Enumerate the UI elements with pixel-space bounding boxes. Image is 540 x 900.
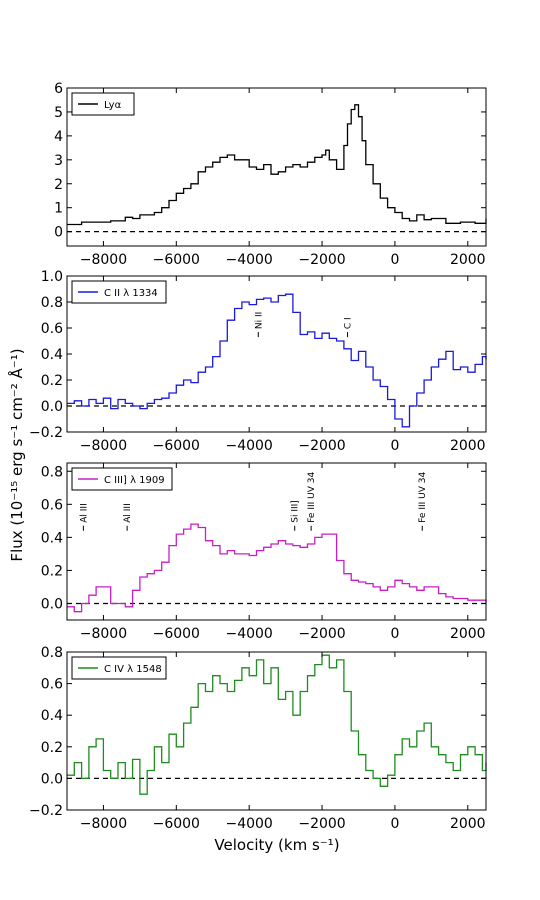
x-tick-label: 0 [390,252,399,268]
x-tick-label: −4000 [225,438,272,454]
legend-box [71,280,167,304]
y-tick-label: 0.2 [41,740,63,756]
y-tick-label: 0.4 [41,347,63,363]
plot-frame [66,462,487,621]
x-axis-label: Velocity (km s⁻¹) [214,836,339,854]
plot-frame [66,651,487,811]
x-tick-label: −6000 [153,438,200,454]
x-tick-label: 2000 [450,626,486,642]
x-tick-label: −4000 [225,626,272,642]
y-tick-label: −0.2 [29,803,63,819]
chart-panels: 0 1 2 3 4 5 6 −8000 −6000 −4000 −2000 0 2000 Lyα −0.2 0… [29,81,487,832]
x-tick-label: −2000 [298,626,345,642]
y-tick-label: 0.8 [41,645,63,661]
spectrum-line [67,293,487,428]
legend-box [71,92,135,116]
y-tick-label: 0.2 [41,563,63,579]
y-tick-label: −0.2 [29,425,63,441]
y-tick-label: 0.8 [41,464,63,480]
x-tick-label: 0 [390,626,399,642]
line-annotation: Al III [79,503,89,522]
y-tick-label: 0.6 [41,677,63,693]
line-annotation: Al III [123,503,133,522]
x-tick-label: −2000 [298,816,345,832]
x-tick-label: −4000 [225,816,272,832]
x-tick-label: −6000 [153,252,200,268]
y-tick-label: 5 [54,105,63,121]
y-tick-label: 1.0 [41,269,63,285]
line-annotation: C I [344,317,354,329]
y-tick-label: 3 [54,153,63,169]
plot-frame [66,87,487,247]
y-tick-label: 0.4 [41,530,63,546]
legend-label: C II λ 1334 [104,288,158,299]
y-tick-label: 0 [54,225,63,241]
y-axis-label: Flux (10⁻¹⁵ erg s⁻¹ cm⁻² Å⁻¹) [7,348,26,561]
legend-label: Lyα [104,100,122,111]
x-tick-label: −6000 [153,816,200,832]
panel-4: −0.2 0.0 0.2 0.4 0.6 0.8 −8000 −6000 −4000 −2000 0… [29,645,487,832]
legend: C III] λ 1909 [71,467,173,491]
y-tick-label: 1 [54,201,63,217]
x-tick-label: −8000 [80,626,127,642]
x-tick-label: 2000 [450,438,486,454]
y-tick-label: 0.0 [41,771,63,787]
y-tick-label: 0.6 [41,321,63,337]
y-tick-label: 4 [54,129,63,145]
x-tick-label: 0 [390,816,399,832]
y-tick-label: 2 [54,177,63,193]
x-tick-label: 0 [390,438,399,454]
x-tick-label: −2000 [298,252,345,268]
x-tick-label: −8000 [80,252,127,268]
spectrum-line [67,523,487,613]
legend-box [71,467,173,491]
spectrum-line [67,654,487,795]
spectrum-line [67,104,487,226]
x-tick-label: −8000 [80,438,127,454]
y-tick-label: 0.8 [41,295,63,311]
y-tick-label: 0.4 [41,708,63,724]
panel-3: 0.0 0.2 0.4 0.6 0.8 −8000 −6000 −4000 −2000 0 2000… [41,462,487,642]
x-tick-label: −2000 [298,438,345,454]
line-annotation: Si III] [291,500,301,523]
y-tick-label: 0.0 [41,596,63,612]
line-annotation: Fe III UV 34 [307,472,317,523]
x-tick-label: −6000 [153,626,200,642]
legend-box [71,656,167,680]
legend: C IV λ 1548 [71,656,167,680]
panel-2: −0.2 0.0 0.2 0.4 0.6 0.8 1.0 −8000 −6000 −4000 −20… [29,269,487,454]
legend: Lyα [71,92,135,116]
y-tick-label: 6 [54,81,63,97]
y-tick-label: 0.0 [41,399,63,415]
legend-label: C IV λ 1548 [104,664,162,675]
x-tick-label: 2000 [450,816,486,832]
line-annotation: Fe III UV 34 [418,472,428,523]
legend: C II λ 1334 [71,280,167,304]
x-tick-label: −8000 [80,816,127,832]
y-tick-label: 0.6 [41,497,63,513]
panel-1: 0 1 2 3 4 5 6 −8000 −6000 −4000 −2000 0 2000 Lyα [54,81,487,268]
line-annotation: Ni II [254,312,264,329]
legend-label: C III] λ 1909 [104,475,165,486]
y-tick-label: 0.2 [41,373,63,389]
x-tick-label: −4000 [225,252,272,268]
x-tick-label: 2000 [450,252,486,268]
